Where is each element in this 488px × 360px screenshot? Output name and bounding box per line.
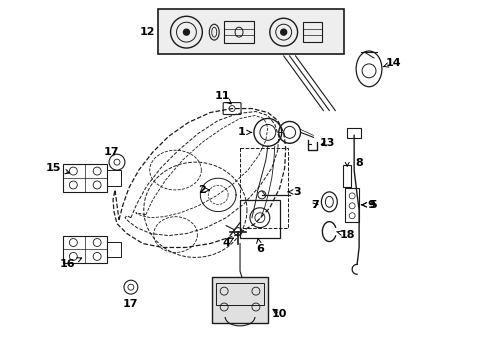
Text: 17: 17 bbox=[123, 299, 139, 309]
Bar bbox=[240, 148, 287, 228]
Text: 11: 11 bbox=[214, 91, 231, 104]
Text: 18: 18 bbox=[336, 230, 354, 239]
Bar bbox=[63, 164, 107, 192]
Text: 16: 16 bbox=[60, 258, 81, 269]
Text: 14: 14 bbox=[383, 58, 401, 68]
Text: 7: 7 bbox=[311, 200, 319, 210]
Text: 10: 10 bbox=[271, 309, 287, 319]
Bar bbox=[216, 283, 264, 305]
Text: 1: 1 bbox=[238, 127, 251, 138]
Text: 12: 12 bbox=[140, 27, 155, 37]
Bar bbox=[345, 188, 358, 222]
Bar bbox=[107, 170, 121, 186]
Text: 15: 15 bbox=[46, 163, 69, 174]
Bar bbox=[157, 9, 344, 54]
Circle shape bbox=[183, 29, 189, 35]
Bar bbox=[224, 21, 253, 43]
Text: 17: 17 bbox=[103, 147, 119, 157]
Text: 4: 4 bbox=[222, 238, 233, 248]
Bar bbox=[343, 165, 350, 187]
Bar bbox=[302, 22, 322, 42]
Bar bbox=[107, 242, 121, 257]
Bar bbox=[346, 129, 360, 138]
Text: 6: 6 bbox=[255, 238, 264, 255]
Bar bbox=[240, 200, 279, 238]
Bar bbox=[63, 235, 107, 264]
Text: 5: 5 bbox=[362, 200, 376, 210]
Text: 9: 9 bbox=[361, 200, 374, 210]
Text: 13: 13 bbox=[319, 138, 334, 148]
Circle shape bbox=[280, 29, 286, 35]
Bar bbox=[212, 277, 267, 323]
Text: 3: 3 bbox=[287, 187, 301, 197]
Text: 2: 2 bbox=[198, 185, 209, 195]
Text: 8: 8 bbox=[354, 158, 362, 168]
